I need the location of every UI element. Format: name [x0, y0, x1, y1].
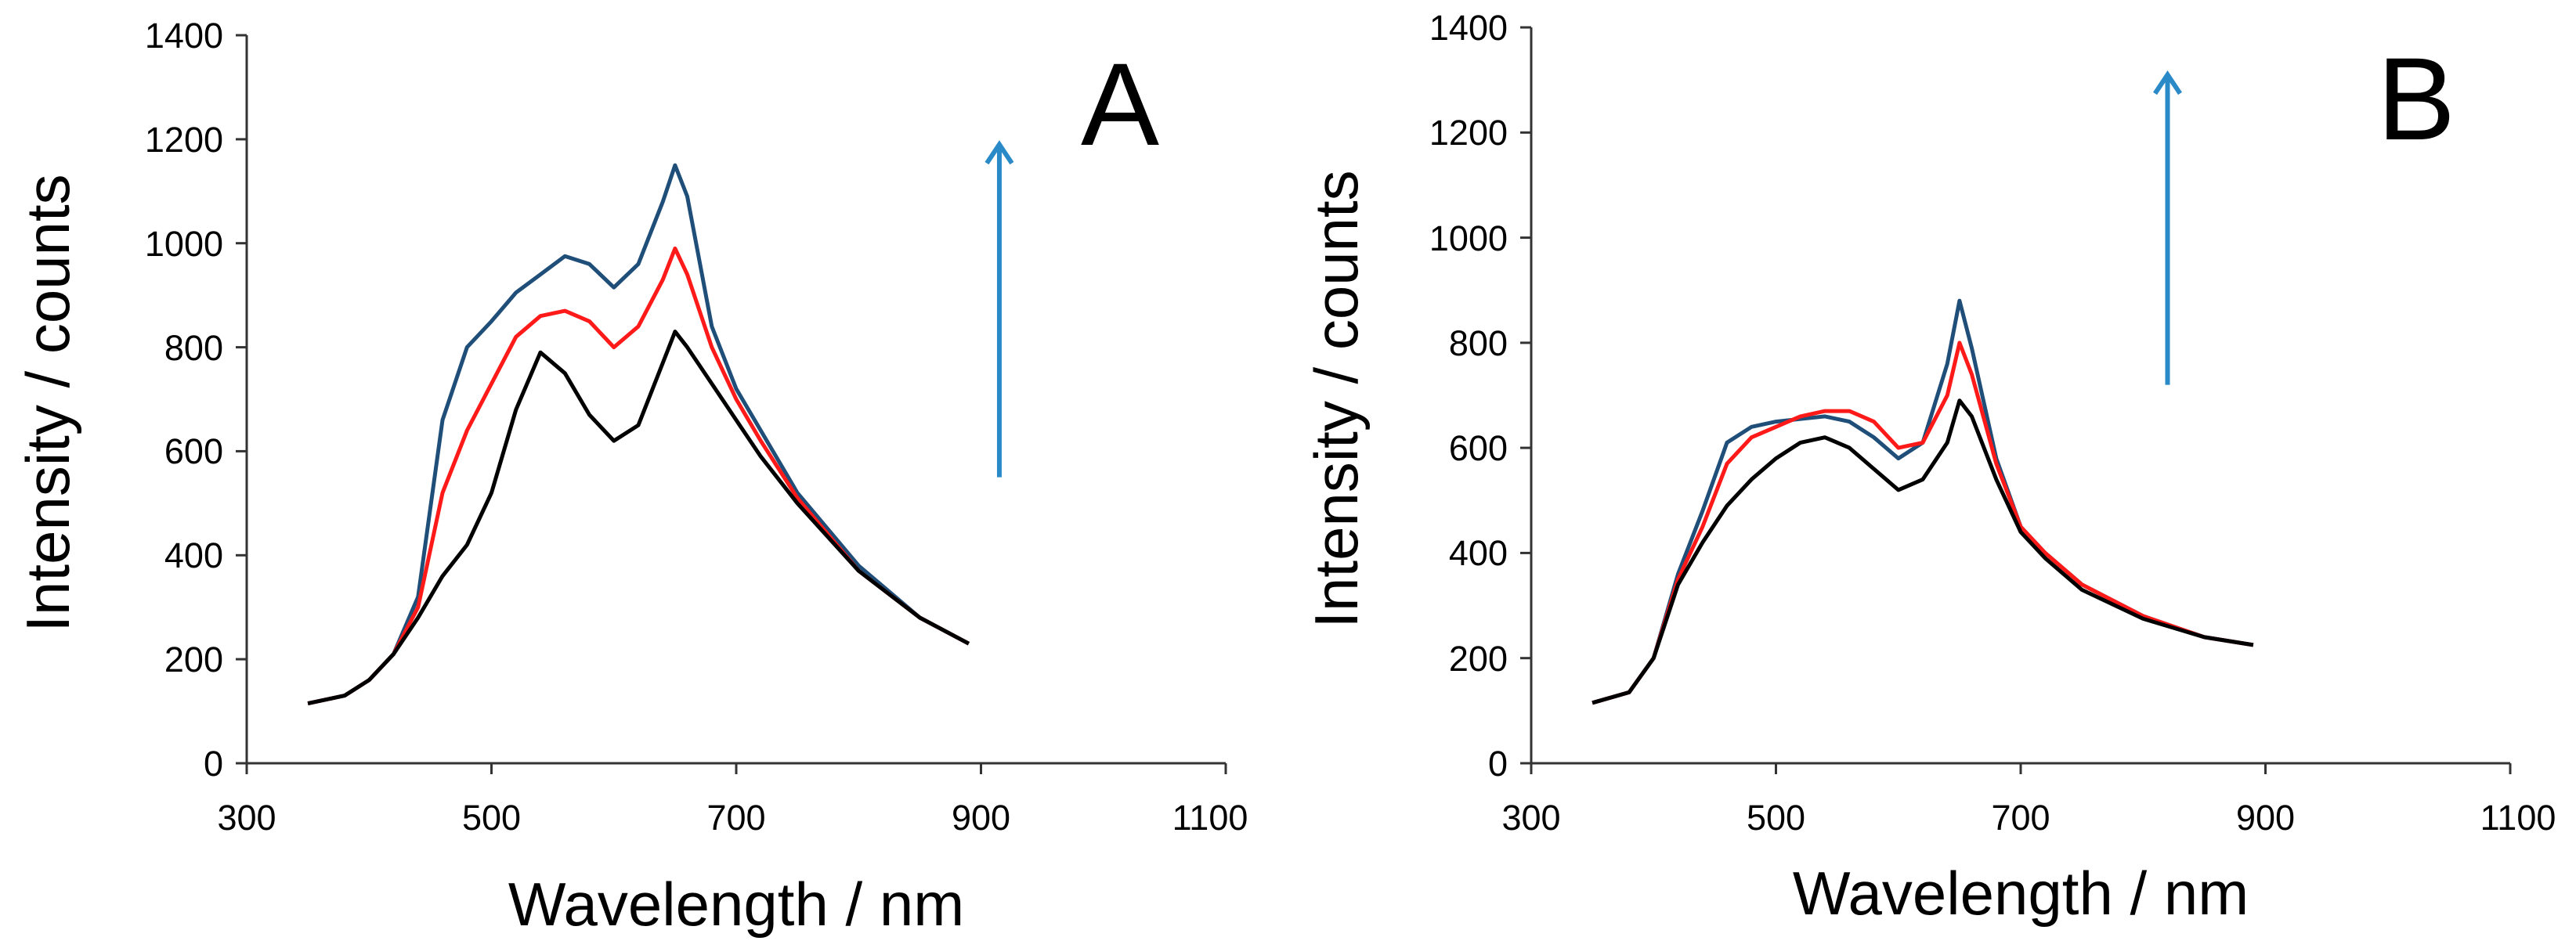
panel-a-series-group — [307, 163, 970, 706]
panel-a-x-tick-label: 500 — [462, 798, 521, 838]
panel-a-y-tick-label: 200 — [164, 640, 223, 679]
panel-a-y-tick-label: 400 — [164, 535, 223, 575]
panel-b-series-line-3 — [1591, 398, 2254, 705]
panel-b-y-ticks: 0 200 400 600 800 1000 1200 1400 — [1429, 8, 1531, 784]
panel-b-y-tick-label: 600 — [1449, 428, 1508, 468]
panel-a-label: A — [1081, 38, 1159, 170]
panel-b-y-tick-label: 1200 — [1429, 113, 1508, 153]
panel-b-y-tick-label: 0 — [1488, 744, 1508, 784]
panel-a-x-axis-title: Wavelength / nm — [508, 870, 964, 939]
panel-b-y-tick-label: 1000 — [1429, 218, 1508, 258]
panel-b-x-tick-label: 300 — [1501, 798, 1560, 838]
panel-a-x-tick-label: 900 — [952, 798, 1010, 838]
panel-b-x-tick-label: 900 — [2236, 798, 2295, 838]
panel-b-series-line-1 — [1591, 298, 2254, 705]
panel-b-label: B — [2377, 33, 2455, 164]
panel-b-series-line-2 — [1591, 341, 2254, 705]
panel-b-x-ticks: 300 500 700 900 1100 — [1501, 763, 2556, 838]
panel-a-y-tick-label: 1000 — [145, 224, 223, 264]
panel-a-y-tick-label: 1400 — [145, 16, 223, 56]
panel-a-trend-arrowhead — [985, 140, 1014, 165]
panel-a: 0 200 400 600 800 1000 1200 1400 300 500… — [13, 16, 1248, 939]
panel-b-x-axis-title: Wavelength / nm — [1793, 859, 2249, 928]
panel-b-x-tick-label: 500 — [1747, 798, 1805, 838]
panel-b-y-axis-title: Intensity / counts — [1302, 170, 1371, 628]
panel-a-x-tick-label: 700 — [706, 798, 765, 838]
panel-a-series-line-3 — [307, 330, 970, 706]
panel-b-trend-arrowhead — [2153, 70, 2182, 96]
panel-a-series-line-1 — [307, 163, 970, 706]
panel-a-y-axis-title: Intensity / counts — [13, 174, 82, 632]
panel-b-y-tick-label: 400 — [1449, 533, 1508, 573]
panel-b-x-tick-label: 700 — [1991, 798, 2050, 838]
panel-b-x-tick-label: 1100 — [2480, 798, 2556, 838]
panel-b: 0 200 400 600 800 1000 1200 1400 300 500… — [1302, 8, 2556, 928]
panel-a-series-line-2 — [307, 246, 970, 706]
panel-a-y-tick-label: 0 — [204, 744, 223, 784]
panel-a-x-tick-label: 1100 — [1172, 798, 1248, 838]
panel-a-x-ticks: 300 500 700 900 1100 — [217, 763, 1248, 838]
panel-b-y-tick-label: 1400 — [1429, 8, 1508, 48]
panel-a-y-tick-label: 800 — [164, 328, 223, 368]
panel-a-y-tick-label: 1200 — [145, 120, 223, 160]
panel-b-y-tick-label: 200 — [1449, 639, 1508, 679]
panel-b-y-tick-label: 800 — [1449, 323, 1508, 363]
panel-a-y-tick-label: 600 — [164, 431, 223, 471]
panel-b-series-group — [1591, 298, 2254, 705]
panel-a-x-tick-label: 300 — [217, 798, 276, 838]
panel-a-y-ticks: 0 200 400 600 800 1000 1200 1400 — [145, 16, 247, 784]
